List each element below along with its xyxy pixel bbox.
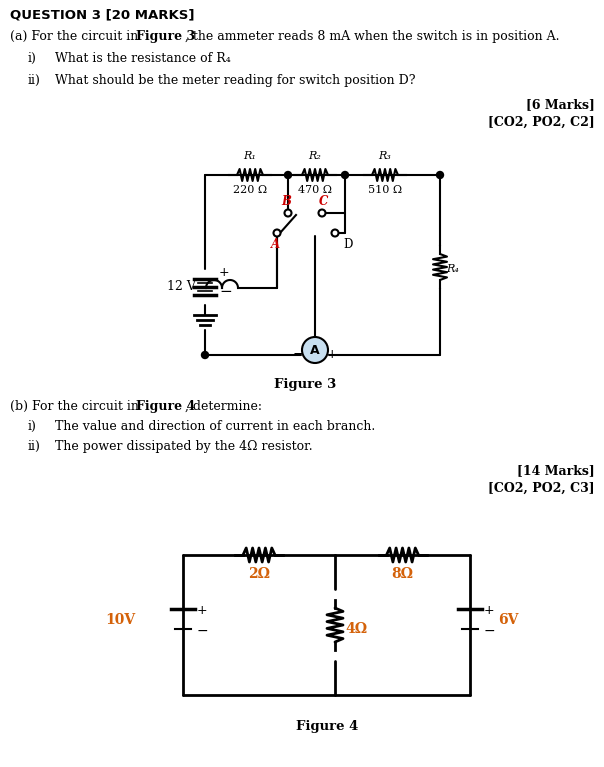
Text: i): i) [28,420,37,433]
Text: 12 V: 12 V [167,281,196,294]
Text: +: + [327,347,337,360]
Text: Figure 4: Figure 4 [296,720,358,733]
Text: +: + [197,604,208,617]
Text: +: + [219,266,230,279]
Text: The value and direction of current in each branch.: The value and direction of current in ea… [55,420,375,433]
Text: i): i) [28,52,37,65]
Text: (a) For the circuit in: (a) For the circuit in [10,30,143,43]
Circle shape [437,172,443,179]
Circle shape [284,209,292,216]
Text: A: A [310,344,320,357]
Text: A: A [271,238,280,251]
Circle shape [274,229,280,236]
Text: R₃: R₃ [379,151,391,161]
Text: −: − [484,624,496,638]
Text: R₁: R₁ [243,151,257,161]
Text: (b) For the circuit in: (b) For the circuit in [10,400,143,413]
Text: [14 Marks]: [14 Marks] [517,464,595,477]
Text: [CO2, PO2, C2]: [CO2, PO2, C2] [488,116,595,129]
Text: ii): ii) [28,74,41,87]
Text: , determine:: , determine: [185,400,262,413]
Text: QUESTION 3 [20 MARKS]: QUESTION 3 [20 MARKS] [10,8,194,21]
Text: What should be the meter reading for switch position D?: What should be the meter reading for swi… [55,74,416,87]
Text: C: C [320,195,329,208]
Text: 10V: 10V [105,613,135,627]
Text: D: D [343,238,352,251]
Text: 470 Ω: 470 Ω [298,185,332,195]
Text: 510 Ω: 510 Ω [368,185,402,195]
Text: B: B [281,195,291,208]
Text: [6 Marks]: [6 Marks] [526,98,595,111]
Circle shape [202,351,208,358]
Text: −: − [197,624,208,638]
Text: −: − [292,347,304,361]
Circle shape [341,172,349,179]
Text: −: − [219,284,232,298]
Circle shape [284,172,292,179]
Text: Figure 3: Figure 3 [274,378,336,391]
Text: , the ammeter reads 8 mA when the switch is in position A.: , the ammeter reads 8 mA when the switch… [185,30,559,43]
Text: 4Ω: 4Ω [345,622,367,636]
Text: What is the resistance of R₄: What is the resistance of R₄ [55,52,231,65]
Circle shape [332,229,338,236]
Text: 220 Ω: 220 Ω [233,185,267,195]
Text: Figure 4: Figure 4 [136,400,195,413]
Text: [CO2, PO2, C3]: [CO2, PO2, C3] [489,482,595,495]
Text: 8Ω: 8Ω [391,567,414,581]
Text: 2Ω: 2Ω [248,567,270,581]
Text: R₂: R₂ [309,151,321,161]
Text: 6V: 6V [498,613,518,627]
Text: +: + [484,604,495,617]
Text: R₄: R₄ [446,264,459,274]
Circle shape [302,337,328,363]
Text: The power dissipated by the 4Ω resistor.: The power dissipated by the 4Ω resistor. [55,440,313,453]
Text: Figure 3: Figure 3 [136,30,195,43]
Circle shape [318,209,326,216]
Text: ii): ii) [28,440,41,453]
